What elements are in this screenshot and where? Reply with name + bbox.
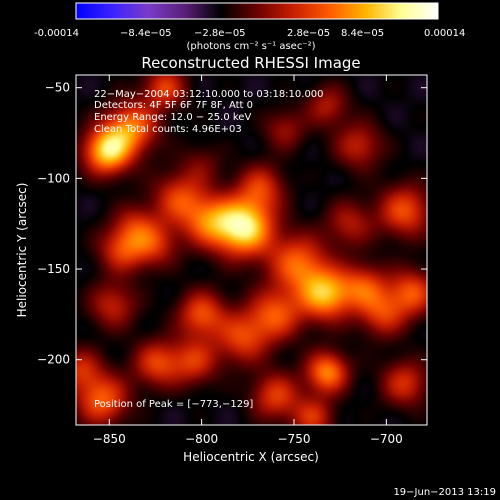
annotation-total-counts: Clean Total counts: 4.96E+03 [94,124,242,135]
y-axis-label: Heliocentric Y (arcsec) [15,183,29,318]
colorbar-tick-label: 2.8e−05 [287,28,330,39]
colorbar-tick-label: 0.00014 [424,28,465,39]
colorbar-tick-label: −8.4e−05 [120,28,172,39]
x-axis-label: Heliocentric X (arcsec) [183,450,319,464]
plot-frame [75,74,428,426]
y-axis: −50 −100 −150 −200 [37,81,427,367]
x-tick-label: −700 [370,432,403,446]
x-axis: −850 −800 −750 −700 [93,75,403,446]
x-tick-label: −800 [185,432,218,446]
x-tick-label: −850 [93,432,126,446]
heatmap-image [76,75,427,425]
colorbar-tick-label: -0.00014 [34,28,79,39]
y-tick-label: −200 [37,353,70,367]
annotation-detectors: Detectors: 4F 5F 6F 7F 8F, Att 0 [94,100,253,111]
colorbar-ticks: -0.00014 −8.4e−05 −2.8e−05 2.8e−05 8.4e−… [34,28,465,39]
y-tick-label: −150 [37,262,70,276]
annotation-time-range: 22−May−2004 03:12:10.000 to 03:18:10.000 [94,89,324,100]
annotations: 22−May−2004 03:12:10.000 to 03:18:10.000… [94,89,324,410]
annotation-peak-position: Position of Peak = [−773,−129] [94,399,253,410]
chart-title: Reconstructed RHESSI Image [141,54,360,72]
colorbar-units: (photons cm⁻² s⁻¹ asec⁻²) [186,41,315,52]
y-tick-label: −50 [45,81,70,95]
colorbar-tick-label: 8.4e−05 [341,28,384,39]
colorbar [75,2,439,20]
colorbar-tick-label: −2.8e−05 [194,28,246,39]
annotation-energy-range: Energy Range: 12.0 − 25.0 keV [94,112,251,123]
x-tick-label: −750 [278,432,311,446]
y-tick-label: −100 [37,171,70,185]
footer-timestamp: 19−Jun−2013 13:19 [393,487,496,498]
